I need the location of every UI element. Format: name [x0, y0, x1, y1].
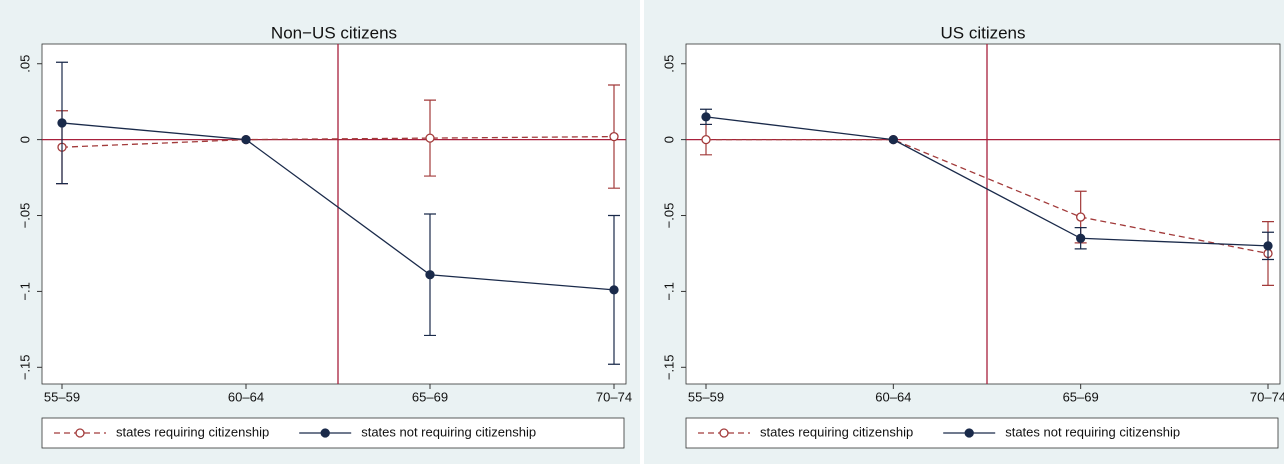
y-tick-label: .05 — [17, 55, 32, 73]
legend-label: states requiring citizenship — [116, 424, 269, 439]
legend-marker — [320, 428, 330, 438]
point — [1076, 212, 1086, 222]
series-line — [61, 122, 615, 291]
y-tick-label: 0 — [661, 136, 676, 143]
chart-title: Non−US citizens — [271, 23, 397, 42]
point — [701, 112, 711, 122]
legend-label: states requiring citizenship — [760, 424, 913, 439]
point — [57, 118, 67, 128]
y-tick-label: −.05 — [661, 203, 676, 229]
series-line — [61, 135, 615, 148]
y-tick-label: −.05 — [17, 203, 32, 229]
series-line — [705, 116, 1269, 247]
legend-marker — [964, 428, 974, 438]
plot-area — [685, 43, 1281, 385]
y-tick-label: 0 — [17, 136, 32, 143]
y-tick-label: −.15 — [17, 354, 32, 380]
x-tick-label: 60–64 — [875, 389, 911, 404]
x-tick-label: 65–69 — [1063, 389, 1099, 404]
legend-marker — [719, 428, 729, 438]
series-line — [706, 138, 1269, 255]
point — [609, 285, 619, 295]
y-tick-label: −.1 — [17, 282, 32, 300]
chart-title: US citizens — [940, 23, 1025, 42]
point — [1263, 241, 1273, 251]
point — [609, 131, 619, 142]
point — [425, 270, 435, 280]
point — [241, 134, 251, 145]
x-tick-label: 70–74 — [1250, 389, 1284, 404]
legend-label: states not requiring citizenship — [1005, 424, 1180, 439]
x-tick-label: 70–74 — [596, 389, 632, 404]
x-tick-label: 65–69 — [412, 389, 448, 404]
y-tick-label: −.15 — [661, 354, 676, 380]
point — [425, 133, 435, 143]
y-tick-label: .05 — [661, 55, 676, 73]
plot-area — [41, 43, 627, 385]
x-tick-label: 60–64 — [228, 389, 264, 404]
point — [888, 134, 898, 145]
point — [701, 134, 711, 145]
legend-label: states not requiring citizenship — [361, 424, 536, 439]
x-tick-label: 55–59 — [688, 389, 724, 404]
legend-marker — [75, 428, 85, 438]
point — [1076, 233, 1086, 243]
x-tick-label: 55–59 — [44, 389, 80, 404]
y-tick-label: −.1 — [661, 282, 676, 300]
